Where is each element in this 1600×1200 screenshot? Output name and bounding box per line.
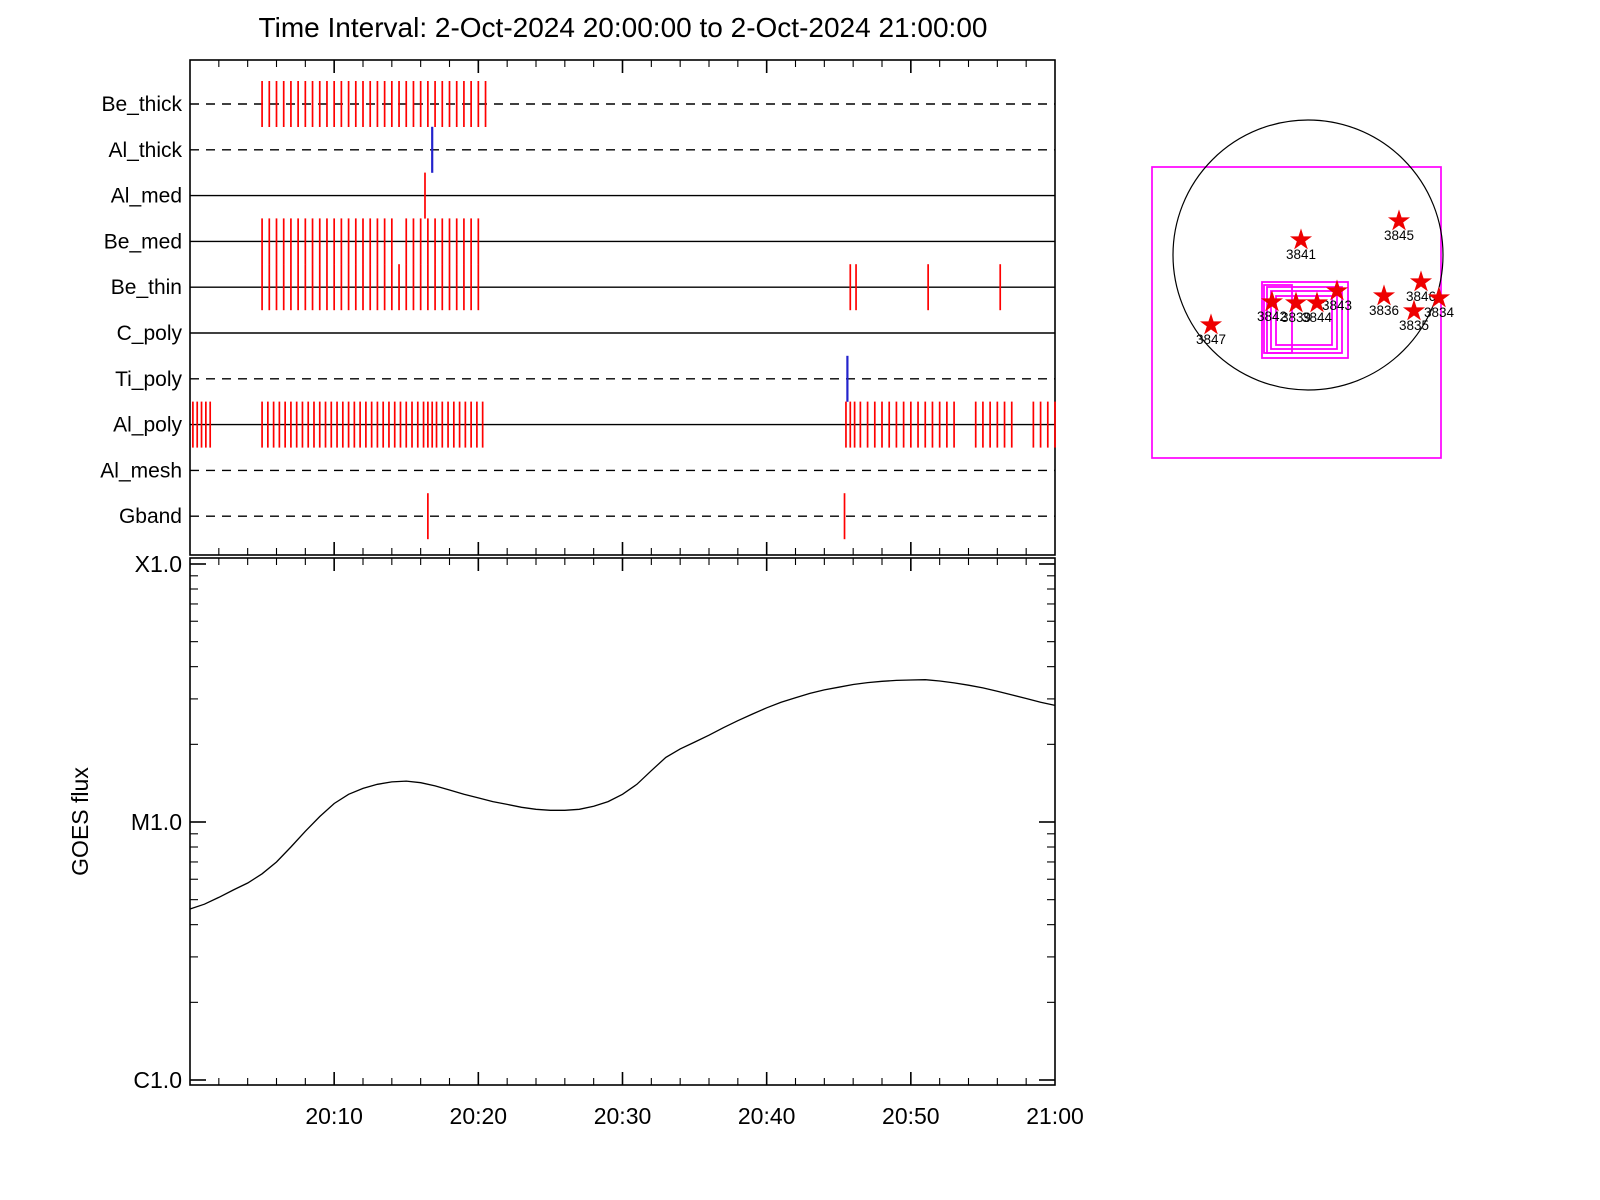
- active-region-label-3844: 3844: [1302, 310, 1333, 325]
- active-region-label-3842: 3842: [1257, 309, 1287, 324]
- timeline-row-label-Be_med: Be_med: [104, 230, 182, 253]
- goes-xtick-label: 21:00: [1026, 1103, 1084, 1129]
- goes-ytick-label: M1.0: [131, 809, 182, 835]
- goes-xtick-label: 20:40: [738, 1103, 796, 1129]
- timeline-row-label-Al_mesh: Al_mesh: [100, 459, 182, 482]
- active-region-star-3846: [1409, 270, 1433, 292]
- map-inner-fov-box: [1263, 284, 1293, 354]
- solar-limb-circle: [1172, 119, 1444, 391]
- timeline-row-label-C_poly: C_poly: [117, 322, 183, 345]
- map-outer-fov-box: [1151, 166, 1442, 459]
- goes-ytick-label: C1.0: [133, 1067, 182, 1093]
- map-inner-fov-box: [1275, 295, 1333, 346]
- active-region-star-3836: [1372, 284, 1396, 306]
- goes-panel-border: [189, 557, 1056, 1086]
- active-region-star-3844: [1305, 291, 1329, 313]
- goes-ytick-label: X1.0: [135, 551, 182, 577]
- timeline-row-label-Ti_poly: Ti_poly: [115, 368, 182, 391]
- active-region-star-3845: [1387, 209, 1411, 231]
- timeline-row-label-Al_med: Al_med: [111, 185, 182, 208]
- active-region-star-3841: [1289, 228, 1313, 250]
- goes-ylabel: GOES flux: [67, 767, 93, 876]
- goes-flux-curve: [189, 679, 1056, 910]
- active-region-label-3846: 3846: [1406, 289, 1436, 304]
- map-inner-fov-box: [1270, 290, 1338, 350]
- timeline-row-label-Be_thin: Be_thin: [111, 276, 182, 299]
- goes-xtick-label: 20:20: [450, 1103, 508, 1129]
- active-region-star-3839: [1284, 291, 1308, 313]
- active-region-label-3847: 3847: [1196, 332, 1226, 347]
- active-region-label-3841: 3841: [1286, 247, 1316, 262]
- goes-xtick-label: 20:30: [594, 1103, 652, 1129]
- timeline-row-label-Gband: Gband: [119, 505, 182, 528]
- timeline-row-label-Al_poly: Al_poly: [113, 414, 182, 437]
- timeline-row-label-Be_thick: Be_thick: [101, 93, 182, 116]
- active-region-label-3836: 3836: [1369, 303, 1399, 318]
- map-inner-fov-box: [1266, 286, 1343, 354]
- active-region-label-3839: 3839: [1281, 310, 1311, 325]
- goes-xtick-label: 20:50: [882, 1103, 940, 1129]
- active-region-star-3834: [1427, 286, 1451, 308]
- active-region-label-3843: 3843: [1322, 298, 1352, 313]
- active-region-star-3847: [1199, 313, 1223, 335]
- map-inner-fov-box: [1261, 281, 1349, 359]
- active-region-label-3845: 3845: [1384, 228, 1414, 243]
- timeline-row-label-Al_thick: Al_thick: [108, 139, 182, 162]
- active-region-star-3835: [1402, 299, 1426, 321]
- active-region-label-3835: 3835: [1399, 318, 1429, 333]
- active-region-star-3842: [1260, 290, 1284, 312]
- active-region-star-3843: [1325, 279, 1349, 301]
- plot-title: Time Interval: 2-Oct-2024 20:00:00 to 2-…: [258, 12, 988, 43]
- active-region-label-3834: 3834: [1424, 305, 1455, 320]
- goes-xtick-label: 20:10: [305, 1103, 363, 1129]
